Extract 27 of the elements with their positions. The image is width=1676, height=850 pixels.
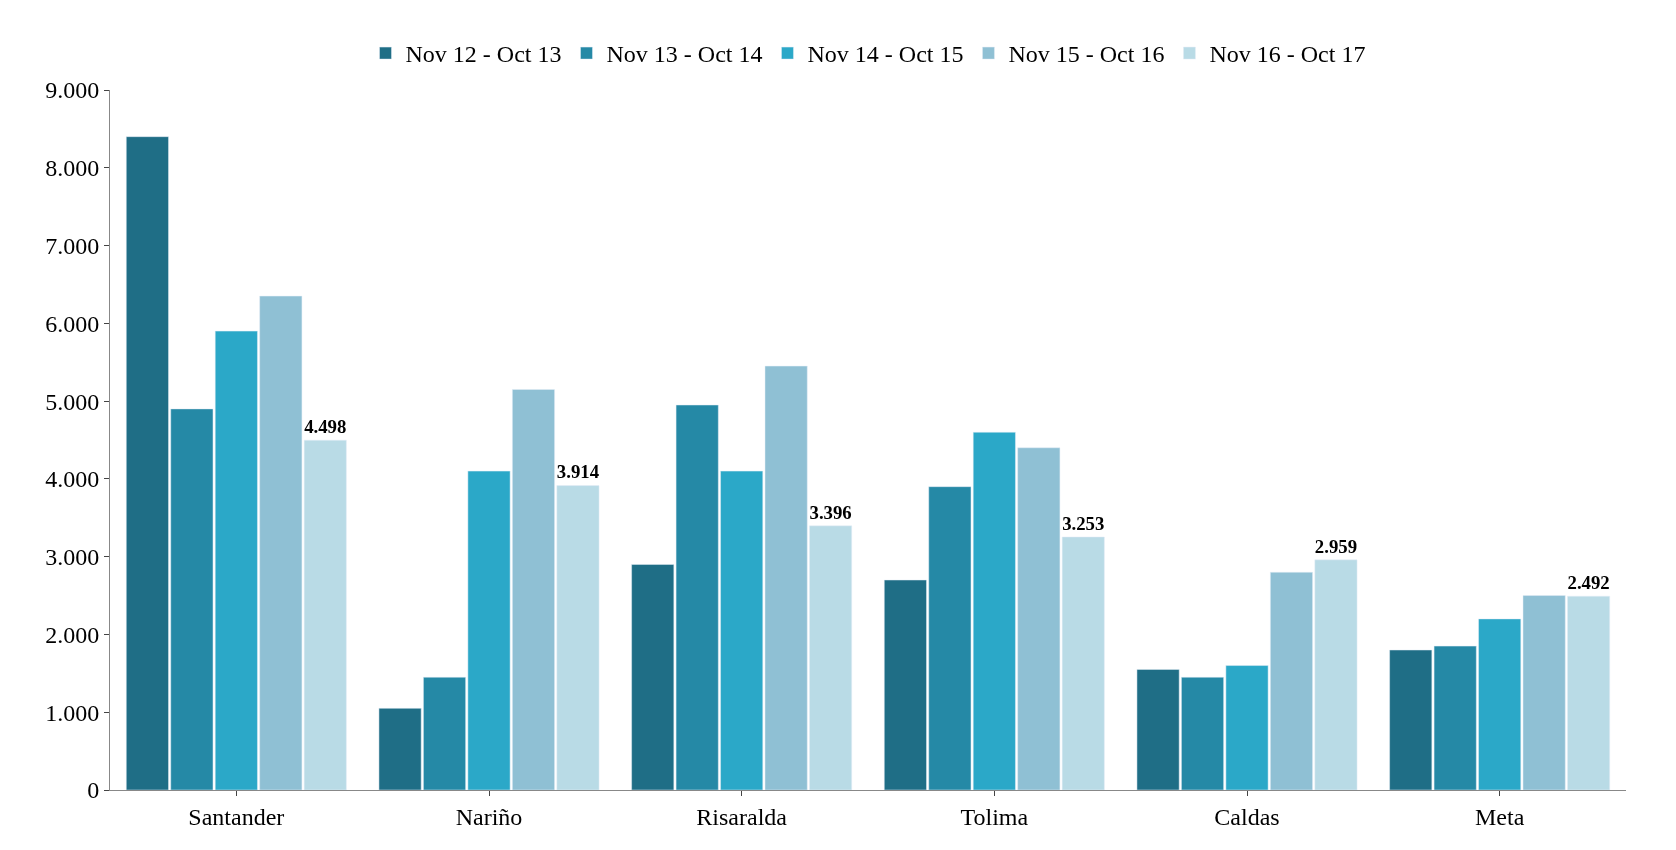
- y-tick-label: 6.000: [45, 310, 100, 337]
- legend-label: Nov 12 - Oct 13: [405, 41, 562, 68]
- legend-label: Nov 13 - Oct 14: [606, 41, 763, 68]
- x-tick-label: Santander: [188, 803, 285, 830]
- data-label: 3.253: [1062, 512, 1105, 534]
- y-tick-label: 8.000: [45, 155, 100, 182]
- data-label: 2.959: [1314, 535, 1358, 557]
- y-tick-label: 3.000: [45, 544, 100, 571]
- data-label: 2.492: [1567, 571, 1610, 593]
- x-tick-label: Risaralda: [696, 803, 788, 830]
- data-label: 3.396: [809, 501, 852, 523]
- x-tick-label: Tolima: [960, 803, 1029, 830]
- data-label: 3.914: [556, 461, 600, 483]
- y-tick-label: 7.000: [45, 232, 100, 259]
- y-tick-label: 1.000: [45, 699, 100, 726]
- x-tick-label: Caldas: [1214, 803, 1280, 830]
- x-tick-label: Nariño: [455, 803, 523, 830]
- y-tick-label: 9.000: [45, 77, 100, 104]
- y-tick-label: 2.000: [45, 621, 100, 648]
- data-label: 4.498: [304, 415, 347, 437]
- y-tick-label: 4.000: [45, 466, 100, 493]
- legend-label: Nov 14 - Oct 15: [807, 41, 964, 68]
- legend-label: Nov 15 - Oct 16: [1008, 41, 1165, 68]
- legend-label: Nov 16 - Oct 17: [1209, 41, 1366, 68]
- y-tick-label: 5.000: [45, 388, 100, 415]
- x-tick-label: Meta: [1475, 803, 1525, 830]
- y-tick-label: 0: [87, 777, 100, 804]
